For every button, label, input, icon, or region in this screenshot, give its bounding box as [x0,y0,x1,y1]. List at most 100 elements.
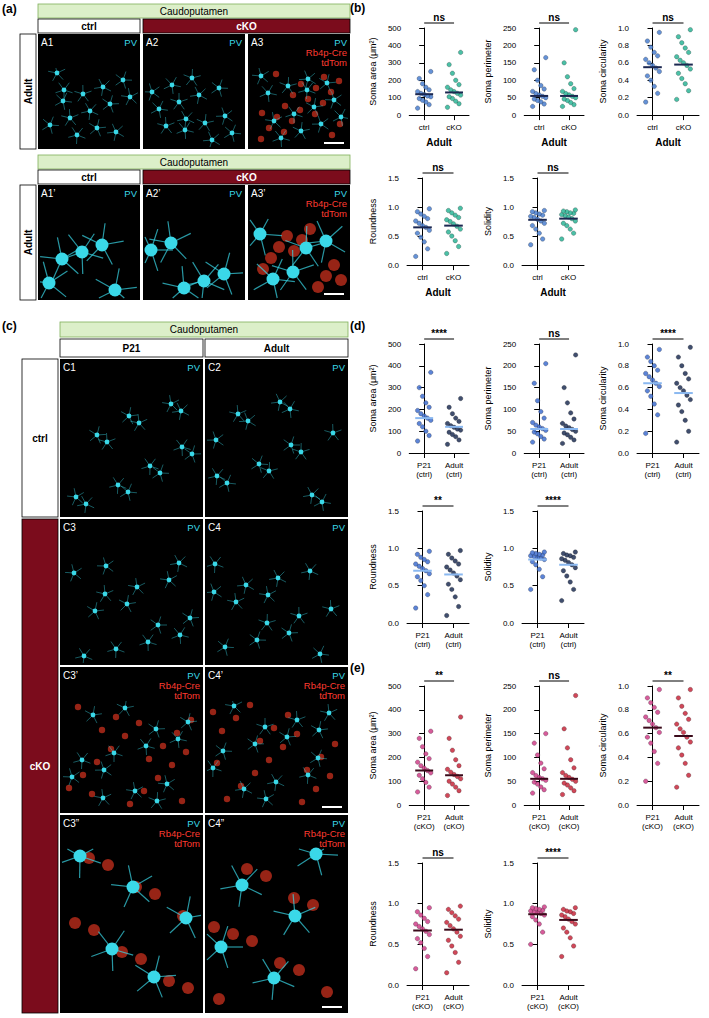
svg-text:Adult: Adult [444,993,463,1002]
svg-text:ctrl: ctrl [532,273,543,282]
svg-text:P21: P21 [532,813,547,822]
svg-text:250: 250 [503,24,517,33]
svg-text:100: 100 [503,753,517,762]
svg-text:PV: PV [124,37,137,48]
svg-text:1.5: 1.5 [388,174,400,183]
svg-text:P21: P21 [645,461,660,470]
svg-text:Adult: Adult [560,461,579,470]
svg-text:ctrl: ctrl [81,21,97,32]
svg-text:PV: PV [124,188,137,199]
svg-text:(cKO): (cKO) [444,822,465,831]
svg-text:cKO: cKO [676,123,692,132]
svg-text:0.5: 0.5 [388,940,400,949]
svg-text:300: 300 [388,383,402,392]
svg-text:PV: PV [332,362,345,373]
svg-text:50: 50 [507,93,516,102]
svg-text:A1: A1 [41,37,54,48]
svg-text:0: 0 [397,449,402,458]
svg-text:1.0: 1.0 [503,899,515,908]
svg-text:P21: P21 [645,813,660,822]
svg-text:150: 150 [503,383,517,392]
svg-text:tdTom: tdTom [319,838,345,849]
svg-text:Roundness: Roundness [368,544,378,590]
svg-text:0.0: 0.0 [503,619,515,628]
svg-text:200: 200 [503,361,517,370]
svg-text:0.4: 0.4 [618,405,630,414]
svg-text:200: 200 [388,753,402,762]
svg-text:Soma circularity: Soma circularity [598,39,608,104]
svg-text:1.5: 1.5 [503,174,515,183]
svg-text:C3”: C3” [63,818,79,829]
svg-text:(ctrl): (ctrl) [561,470,577,479]
svg-text:150: 150 [503,58,517,67]
svg-text:100: 100 [388,777,402,786]
svg-text:A2: A2 [146,37,159,48]
svg-text:1.0: 1.0 [388,203,400,212]
svg-text:ns: ns [662,12,674,23]
svg-text:Soma circularity: Soma circularity [598,713,608,778]
svg-text:Adult: Adult [674,813,693,822]
svg-text:1.0: 1.0 [618,24,630,33]
svg-text:(ctrl): (ctrl) [531,470,547,479]
svg-text:Soma perimeter: Soma perimeter [483,713,493,777]
svg-text:0.6: 0.6 [618,383,630,392]
svg-text:0.0: 0.0 [388,261,400,270]
svg-text:(cKO): (cKO) [443,1002,464,1011]
svg-text:**: ** [435,670,443,681]
svg-text:tdTom: tdTom [174,690,200,701]
svg-text:PV: PV [229,37,242,48]
svg-text:1.0: 1.0 [503,544,515,553]
svg-text:(d): (d) [350,319,365,333]
svg-text:0.8: 0.8 [618,361,630,370]
svg-text:0: 0 [512,801,517,810]
svg-text:0.8: 0.8 [618,705,630,714]
svg-text:Roundness: Roundness [368,901,378,947]
svg-text:0.5: 0.5 [503,940,515,949]
svg-text:ctrl: ctrl [32,433,48,444]
svg-text:0.4: 0.4 [618,76,630,85]
svg-text:150: 150 [503,729,517,738]
svg-text:(a): (a) [2,2,17,16]
svg-text:(ctrl): (ctrl) [416,470,432,479]
svg-text:Adult: Adult [560,813,579,822]
svg-text:1.5: 1.5 [388,507,400,516]
svg-text:cKO: cKO [30,761,51,772]
svg-text:100: 100 [503,76,517,85]
svg-text:0: 0 [397,801,402,810]
svg-text:(cKO): (cKO) [642,822,663,831]
svg-text:P21: P21 [415,993,430,1002]
svg-text:Adult: Adult [445,461,464,470]
svg-text:0.0: 0.0 [618,111,630,120]
svg-text:cKO: cKO [236,21,257,32]
svg-text:1.0: 1.0 [388,899,400,908]
svg-text:A2’: A2’ [146,188,160,199]
svg-text:ctrl: ctrl [647,123,658,132]
svg-text:ns: ns [548,670,560,681]
svg-text:(cKO): (cKO) [559,822,580,831]
svg-text:Adult: Adult [445,813,464,822]
svg-text:(ctrl): (ctrl) [530,640,546,649]
svg-text:200: 200 [388,76,402,85]
svg-text:cKO: cKO [561,273,577,282]
svg-text:Adult: Adult [674,461,693,470]
svg-text:P21: P21 [530,631,545,640]
svg-text:500: 500 [388,340,402,349]
svg-text:cKO: cKO [236,172,257,183]
svg-text:200: 200 [388,405,402,414]
svg-text:Adult: Adult [23,78,34,104]
svg-text:****: **** [545,495,561,506]
svg-text:Adult: Adult [559,631,578,640]
svg-text:C4”: C4” [208,818,224,829]
svg-text:C2: C2 [208,362,221,373]
svg-text:0.0: 0.0 [618,801,630,810]
svg-text:Adult: Adult [444,631,463,640]
svg-text:(ctrl): (ctrl) [645,470,661,479]
svg-text:C3: C3 [63,522,76,533]
svg-text:(cKO): (cKO) [527,1002,548,1011]
svg-text:(e): (e) [350,661,365,675]
svg-text:tdTom: tdTom [321,208,347,219]
svg-text:ctrl: ctrl [417,273,428,282]
svg-text:100: 100 [388,427,402,436]
svg-text:0: 0 [512,111,517,120]
svg-text:0.0: 0.0 [503,981,515,990]
